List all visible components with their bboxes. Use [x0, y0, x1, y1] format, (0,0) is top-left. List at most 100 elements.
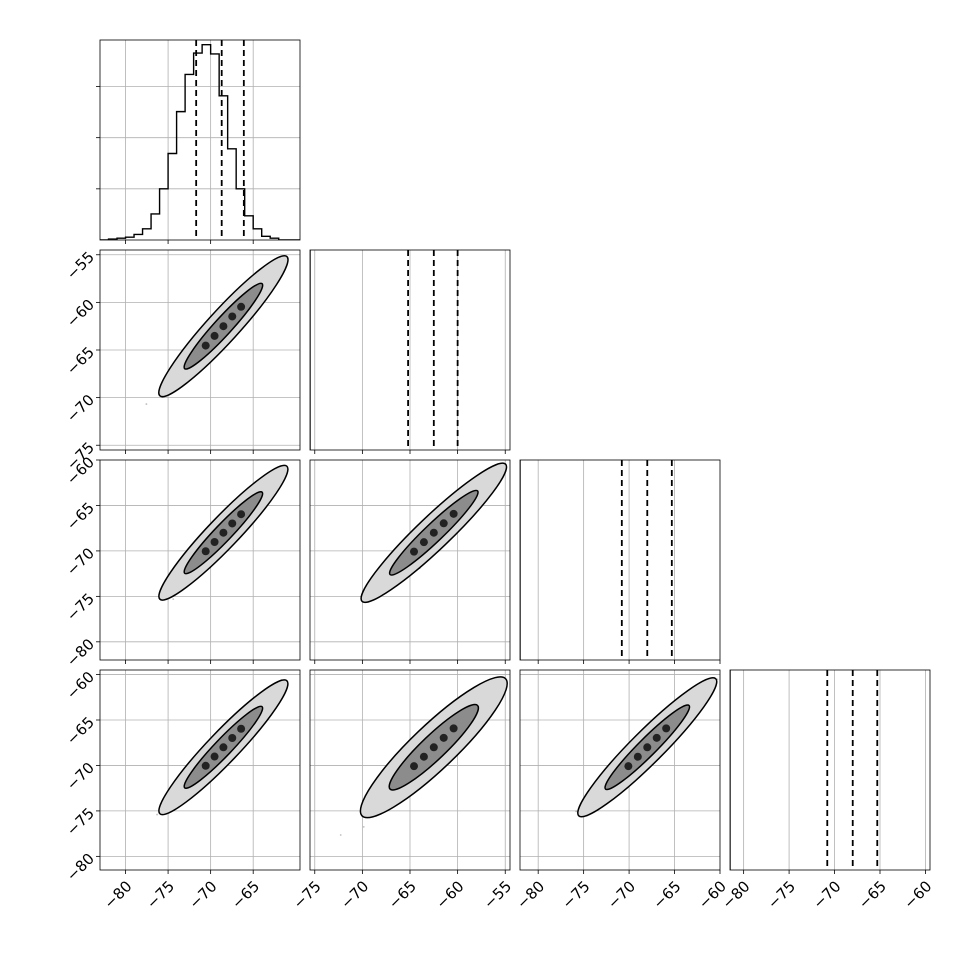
panel-frame — [309, 249, 511, 451]
density-peak — [429, 528, 438, 537]
y-tick-label: −75 — [63, 590, 98, 625]
density-peak — [449, 724, 458, 733]
panel-frame — [309, 459, 511, 661]
y-tick-label: −65 — [63, 499, 98, 534]
contour-inner — [388, 489, 479, 576]
panel-3-2: −80 −75 −70 −65 −60 — [513, 669, 730, 912]
y-tick-label: −70 — [63, 544, 98, 579]
panel-2-0: −60−65−70−75−80 — [63, 453, 301, 670]
x-tick-label: −70 — [186, 877, 221, 912]
panel-3-0: −60−65−70−75−80−80 −75 −70 −65 — [63, 668, 301, 912]
density-peak — [410, 547, 418, 556]
scatter-point — [362, 825, 365, 828]
density-peak — [439, 519, 448, 528]
density-peak — [449, 509, 458, 518]
x-tick-label: −65 — [385, 877, 420, 912]
y-tick-label: −75 — [63, 804, 98, 839]
y-tick-label: −70 — [63, 391, 98, 426]
scatter-point — [156, 813, 158, 816]
contour-inner — [183, 282, 264, 370]
contour-outer — [360, 462, 508, 604]
panel-frame — [519, 669, 721, 871]
scatter-point — [511, 453, 513, 455]
panel-frame — [519, 459, 721, 661]
density-peak — [219, 743, 228, 752]
y-tick-label: −60 — [63, 668, 98, 703]
x-tick-label: −75 — [764, 877, 799, 912]
panel-2-1 — [309, 453, 513, 664]
histogram-0 — [100, 43, 300, 240]
density-peak — [237, 302, 246, 311]
density-peak — [201, 341, 210, 350]
contour-outer — [359, 676, 508, 819]
x-tick-label: −70 — [604, 877, 639, 912]
density-peak — [439, 733, 448, 742]
y-tick-label: −80 — [63, 635, 98, 670]
y-tick-label: −65 — [63, 343, 98, 378]
x-tick-label: −75 — [290, 877, 325, 912]
panel-3-3: −80 −75 −70 −65 −60 — [719, 669, 935, 912]
x-tick-label: −80 — [100, 877, 135, 912]
histogram-2 — [520, 460, 521, 660]
contour-inner — [183, 491, 264, 575]
density-peak — [662, 724, 671, 733]
density-peak — [419, 538, 428, 547]
x-tick-label: −65 — [228, 877, 263, 912]
density-peak — [633, 752, 642, 761]
x-tick-label: −65 — [649, 877, 684, 912]
x-tick-label: −75 — [143, 877, 178, 912]
contour-inner — [388, 703, 480, 791]
y-tick-label: −55 — [63, 248, 98, 283]
density-peak — [210, 752, 219, 761]
x-tick-label: −80 — [513, 877, 548, 912]
x-tick-label: −65 — [855, 877, 890, 912]
density-peak — [237, 724, 246, 733]
contour-inner — [183, 705, 264, 789]
scatter-point — [575, 810, 578, 813]
panel-0-0 — [96, 39, 301, 244]
scatter-point — [339, 834, 342, 836]
y-tick-label: −65 — [63, 713, 98, 748]
x-tick-label: −70 — [809, 877, 844, 912]
density-peak — [429, 743, 438, 752]
density-peak — [228, 519, 237, 528]
x-tick-label: −60 — [433, 877, 468, 912]
scatter-point — [172, 598, 175, 601]
contour-outer — [158, 464, 289, 601]
panel-3-1: −75 −70 −65 −60 −55 — [290, 669, 515, 912]
histogram-3 — [730, 670, 731, 870]
panel-frame — [99, 249, 301, 451]
contour-outer — [577, 677, 718, 818]
x-tick-label: −70 — [337, 877, 372, 912]
panel-frame — [99, 669, 301, 871]
density-peak — [201, 761, 210, 770]
contour-outer — [158, 679, 289, 816]
density-peak — [419, 752, 428, 761]
density-peak — [219, 528, 228, 537]
contour-outer — [158, 254, 289, 398]
x-tick-label: −80 — [719, 877, 754, 912]
density-peak — [228, 734, 237, 743]
density-peak — [652, 733, 661, 742]
density-peak — [624, 762, 633, 771]
density-peak — [210, 537, 219, 546]
density-peak — [643, 743, 652, 752]
panel-2-2 — [519, 459, 721, 664]
x-tick-label: −55 — [480, 877, 515, 912]
panel-frame — [99, 39, 301, 241]
x-tick-label: −75 — [559, 877, 594, 912]
panel-1-0: −55−60−65−70−75 — [63, 248, 301, 474]
scatter-point — [145, 403, 148, 405]
density-peak — [201, 547, 210, 556]
panel-1-1 — [309, 249, 511, 454]
density-peak — [237, 510, 246, 519]
density-peak — [410, 762, 418, 771]
y-tick-label: −60 — [63, 296, 98, 331]
panel-frame — [99, 459, 301, 661]
x-tick-label: −60 — [900, 877, 935, 912]
contour-inner — [604, 704, 691, 791]
y-tick-label: −80 — [63, 850, 98, 885]
density-peak — [219, 322, 228, 331]
panel-frame — [729, 669, 931, 871]
